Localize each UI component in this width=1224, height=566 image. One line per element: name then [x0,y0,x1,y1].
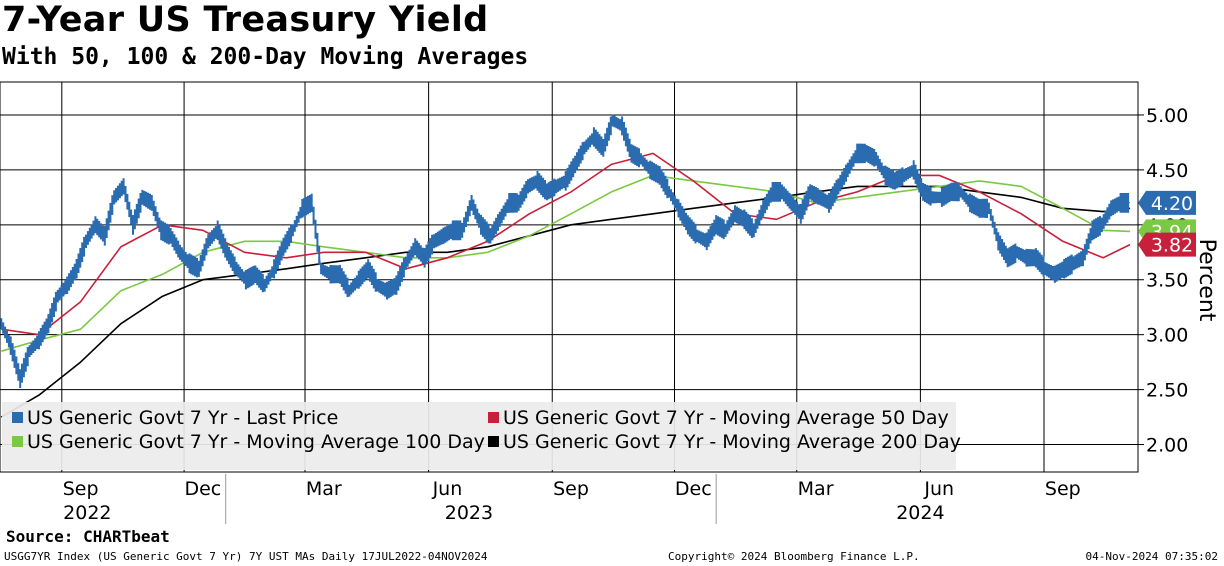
y-tick-label: 2.50 [1146,380,1188,402]
y-tick-label: 3.00 [1146,325,1188,347]
x-tick-label: Sep [1045,478,1081,500]
x-year-label: 2024 [896,502,944,524]
series-ma50 [1,152,1131,336]
source-note: Source: CHARTbeat [6,527,170,546]
legend-label: US Generic Govt 7 Yr - Moving Average 20… [503,431,961,453]
ma-line [0,185,1131,418]
legend: US Generic Govt 7 Yr - Last Price US Gene… [2,402,961,470]
footer-index-info: USGG7YR Index (US Generic Govt 7 Yr) 7Y … [4,550,488,563]
x-tick-label: Sep [553,478,589,500]
legend-swatch [488,436,499,447]
plot-frame [0,81,1139,473]
legend-background [2,402,956,470]
end-value-text: 4.20 [1151,193,1193,215]
end-value-label: 3.82 [1138,232,1196,257]
x-year-label: 2023 [445,502,493,524]
chart-title: 7-Year US Treasury Yield [2,0,489,40]
end-value-tag [1138,232,1196,257]
x-tick-label: Sep [63,478,99,500]
footer-copyright: Copyright© 2024 Bloomberg Finance L.P. [668,550,920,563]
y-tick-label: 2.00 [1146,435,1188,457]
end-value-label: 4.20 [1138,190,1196,215]
y-tick-label: 3.50 [1146,270,1188,292]
series-last_price [0,114,1130,388]
legend-swatch [488,412,499,423]
end-value-tag [1138,190,1196,215]
x-tick-label: Dec [184,478,221,500]
x-tick-label: Jun [432,478,463,500]
footer-timestamp: 04-Nov-2024 07:35:02 [1085,550,1218,563]
chart-subtitle: With 50, 100 & 200-Day Moving Averages [2,44,529,70]
y-tick-label: 5.00 [1146,105,1188,127]
series-ma200 [0,185,1131,418]
legend-swatch [12,412,23,423]
x-tick-label: Jun [923,478,954,500]
y-tick-label: 4.50 [1146,160,1188,182]
legend-label: US Generic Govt 7 Yr - Last Price [27,407,338,429]
legend-label: US Generic Govt 7 Yr - Moving Average 10… [27,431,485,453]
x-tick-label: Mar [798,478,834,500]
legend-label: US Generic Govt 7 Yr - Moving Average 50… [503,407,949,429]
series-ma100 [1,174,1131,352]
y-axis-label: Percent [1194,239,1219,322]
ma-line [1,152,1131,336]
price-bars [0,114,1130,388]
x-year-label: 2022 [63,502,111,524]
price-line [0,119,1130,381]
x-tick-label: Mar [306,478,342,500]
legend-swatch [12,436,23,447]
x-tick-label: Dec [675,478,712,500]
ma-line [1,174,1131,352]
end-value-text: 3.82 [1151,235,1193,257]
